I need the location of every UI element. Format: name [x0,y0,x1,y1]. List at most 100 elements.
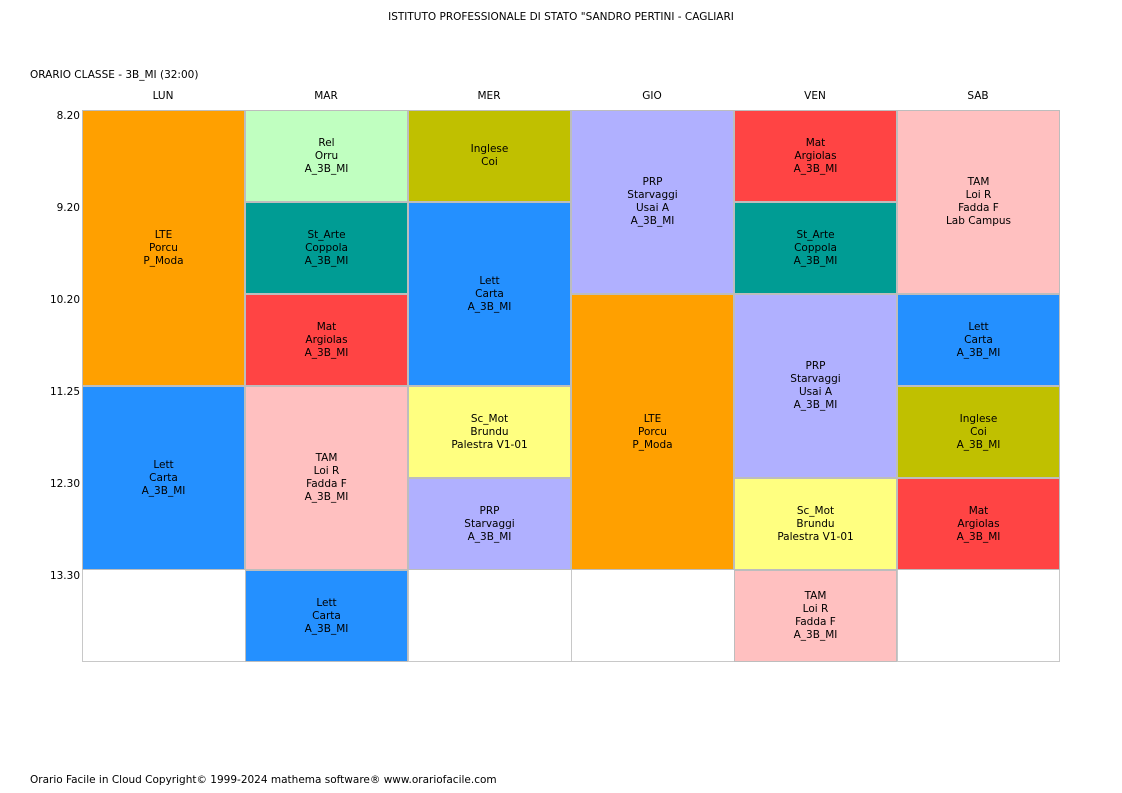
lesson-detail: A_3B_MI [467,300,512,313]
lesson-detail: A_3B_MI [956,530,1001,543]
lesson-subject: Mat [316,320,337,333]
lesson-detail: A_3B_MI [956,346,1001,359]
time-label: 12.30 [49,478,80,490]
day-header-gio: GIO [642,90,662,102]
lesson-detail: Usai A [635,202,670,214]
lesson-block: LTE Porcu P_Moda [82,110,245,386]
lesson-detail: A_3B_MI [304,162,349,175]
lesson-detail: Starvaggi [464,517,515,530]
lesson-detail: A_3B_MI [793,162,838,175]
lesson-detail: Loi R [802,603,829,615]
lesson-detail: A_3B_MI [467,530,512,543]
lesson-block: Sc_Mot Brundu Palestra V1-01 [734,478,897,570]
lesson-detail: A_3B_MI [141,484,186,497]
lesson-block: St_Arte Coppola A_3B_MI [734,202,897,294]
lesson-block: Sc_Mot Brundu Palestra V1-01 [408,386,571,478]
day-header-sab: SAB [967,90,989,102]
lesson-subject: Inglese [959,412,998,425]
lesson-block: Rel Orru A_3B_MI [245,110,408,202]
lesson-block: TAM Loi R Fadda F Lab Campus [897,110,1060,294]
lesson-detail: Fadda F [306,478,347,490]
lesson-detail: Fadda F [958,202,999,214]
time-label: 11.25 [49,386,80,398]
time-label: 8.20 [56,110,80,122]
lesson-detail: Coi [970,425,987,438]
lesson-detail: Argiolas [794,149,837,162]
lesson-detail: Porcu [149,241,178,254]
lesson-subject: TAM [315,452,338,464]
lesson-block: PRP Starvaggi A_3B_MI [408,478,571,570]
lesson-detail: Coppola [794,241,837,254]
time-label: 13.30 [49,570,80,582]
lesson-detail: Carta [149,471,178,484]
lesson-detail: A_3B_MI [793,254,838,267]
lesson-block: Inglese Coi [408,110,571,202]
lesson-block: TAM Loi R Fadda F A_3B_MI [245,386,408,570]
lesson-detail: Loi R [965,189,992,201]
lesson-block: Inglese Coi A_3B_MI [897,386,1060,478]
lesson-detail: Usai A [798,386,833,398]
school-title: ISTITUTO PROFESSIONALE DI STATO "SANDRO … [388,11,734,23]
lesson-block: Lett Carta A_3B_MI [82,386,245,570]
day-header-lun: LUN [152,90,174,102]
lesson-detail: A_3B_MI [793,399,838,411]
lesson-subject: TAM [804,590,827,602]
lesson-detail: A_3B_MI [630,215,675,227]
lesson-block: Mat Argiolas A_3B_MI [734,110,897,202]
lesson-detail: Brundu [796,517,835,530]
lesson-subject: Sc_Mot [796,504,835,517]
lesson-detail: Coppola [305,241,348,254]
lesson-detail: Palestra V1-01 [451,438,528,451]
day-header-ven: VEN [804,90,826,102]
lesson-detail: Palestra V1-01 [777,530,854,543]
lesson-detail: Porcu [638,425,667,438]
lesson-detail: Carta [475,287,504,300]
lesson-block: St_Arte Coppola A_3B_MI [245,202,408,294]
lesson-block: Lett Carta A_3B_MI [897,294,1060,386]
lesson-detail: A_3B_MI [304,346,349,359]
lesson-block: Lett Carta A_3B_MI [408,202,571,386]
lesson-detail: Brundu [470,425,509,438]
lesson-detail: Lab Campus [945,215,1012,227]
lesson-subject: Lett [316,596,337,609]
lesson-subject: LTE [154,228,173,241]
lesson-detail: Starvaggi [790,373,841,385]
lesson-block: TAM Loi R Fadda F A_3B_MI [734,570,897,662]
time-label: 10.20 [49,294,80,306]
lesson-subject: TAM [967,176,990,188]
lesson-subject: Rel [318,136,335,149]
lesson-detail: A_3B_MI [304,622,349,635]
lesson-detail: Argiolas [305,333,348,346]
lesson-detail: A_3B_MI [956,438,1001,451]
lesson-block: Mat Argiolas A_3B_MI [897,478,1060,570]
lesson-detail: A_3B_MI [793,629,838,641]
lesson-subject: Lett [968,320,989,333]
lesson-detail: Fadda F [795,616,836,628]
lesson-detail: A_3B_MI [304,254,349,267]
lesson-detail: Carta [312,609,341,622]
lesson-detail: Argiolas [957,517,1000,530]
lesson-detail: Orru [314,149,339,162]
lesson-block: PRP Starvaggi Usai A A_3B_MI [571,110,734,294]
lesson-subject: Inglese [470,143,509,155]
lesson-detail: Loi R [313,465,340,477]
lesson-detail: P_Moda [632,438,673,451]
footer-copyright: Orario Facile in Cloud Copyright© 1999-2… [30,774,497,786]
lesson-detail: Carta [964,333,993,346]
lesson-block: Mat Argiolas A_3B_MI [245,294,408,386]
lesson-subject: PRP [479,504,500,517]
lesson-detail: Starvaggi [627,189,678,201]
lesson-subject: LTE [643,412,662,425]
lesson-subject: St_Arte [796,228,835,241]
class-schedule-subtitle: ORARIO CLASSE - 3B_MI (32:00) [30,69,199,81]
lesson-subject: Sc_Mot [470,412,509,425]
lesson-subject: Lett [479,274,500,287]
lesson-block: PRP Starvaggi Usai A A_3B_MI [734,294,897,478]
day-header-mer: MER [477,90,501,102]
day-header-mar: MAR [314,90,338,102]
lesson-subject: PRP [642,176,663,188]
lesson-subject: Mat [968,504,989,517]
time-label: 9.20 [56,202,80,214]
lesson-block: LTE Porcu P_Moda [571,294,734,570]
lesson-detail: Coi [481,156,498,168]
